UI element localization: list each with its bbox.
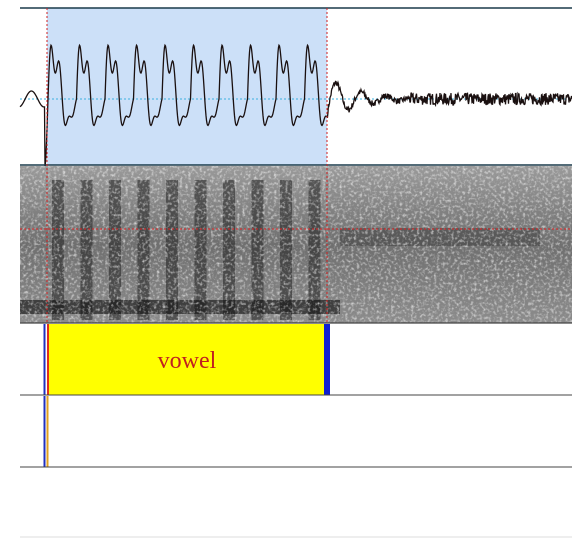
waveform bbox=[19, 43, 572, 169]
tier-1[interactable]: vowel bbox=[43, 324, 331, 395]
selection bbox=[47, 8, 327, 165]
tier-2[interactable] bbox=[43, 396, 49, 467]
boundary[interactable] bbox=[324, 324, 330, 395]
interval-label: vowel bbox=[158, 348, 217, 374]
waveform-panel[interactable] bbox=[19, 7, 572, 169]
spectrogram-noise bbox=[20, 166, 572, 323]
spectrogram[interactable] bbox=[20, 166, 572, 323]
interval[interactable] bbox=[49, 324, 326, 395]
